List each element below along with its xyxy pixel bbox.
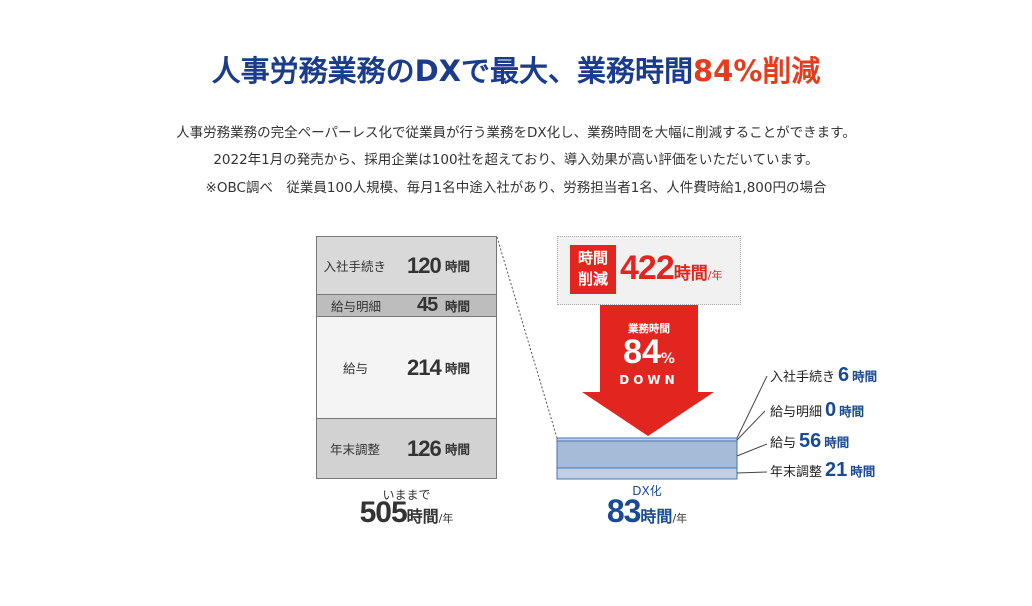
after-total: 83時間/年 — [557, 493, 737, 530]
item-value: 45 — [417, 294, 438, 316]
reduction-badge: 時間 削減 — [570, 245, 616, 294]
item-label: 給与 — [770, 436, 797, 451]
description-line-1: 人事労務業務の完全ペーパーレス化で従業員が行う業務をDX化し、業務時間を大幅に削… — [176, 125, 856, 141]
item-value: 56 — [799, 430, 822, 452]
after-item: 入社手続き 6 時間 — [770, 364, 877, 387]
arrow-percent: 84% — [600, 333, 698, 372]
item-unit: 時間 — [839, 404, 865, 419]
item-label: 給与明細 — [770, 405, 823, 420]
after-item: 給与 56 時間 — [770, 430, 849, 453]
item-unit: 時間 — [850, 464, 876, 479]
before-total-per: /年 — [438, 512, 454, 525]
item-label: 年末調整 — [770, 465, 823, 480]
item-value: 0 — [825, 399, 837, 421]
item-label: 給与 — [342, 361, 368, 376]
after-item: 給与明細 0 時間 — [770, 399, 864, 422]
description-note: ※OBC調べ 従業員100人規模、毎月1名中途入社があり、労務担当者1名、人件費… — [205, 180, 827, 196]
item-value: 21 — [825, 459, 848, 481]
before-item: 入社手続き 120 時間 — [317, 237, 496, 295]
reduction-box: 時間 削減 422時間/年 — [557, 236, 741, 305]
after-item: 年末調整 21 時間 — [770, 459, 875, 482]
item-unit: 時間 — [852, 369, 878, 384]
arrow-down-label: DOWN — [619, 373, 679, 387]
before-stack: 入社手続き 120 時間 給与明細 45 時間 給与 214 時間 年末調整 1… — [316, 236, 497, 479]
title-highlight: 84%削減 — [693, 54, 821, 88]
arrow-percent-sign: % — [660, 351, 675, 367]
arrow-label: 業務時間 — [628, 323, 670, 335]
before-item: 給与 214 時間 — [317, 317, 496, 419]
reduction-value-group: 422時間/年 — [620, 249, 722, 288]
before-item: 年末調整 126 時間 — [317, 419, 496, 478]
item-label: 年末調整 — [329, 442, 380, 457]
reduction-unit: 時間 — [673, 264, 708, 284]
leader-line — [736, 443, 768, 457]
item-unit: 時間 — [445, 299, 471, 314]
reduction-value: 422 — [620, 249, 675, 287]
arrow-percent-value: 84 — [623, 333, 661, 371]
item-value: 6 — [838, 364, 850, 386]
item-value: 120 — [407, 252, 442, 278]
item-unit: 時間 — [445, 361, 471, 376]
item-value: 126 — [407, 435, 442, 461]
after-total-unit: 時間 — [640, 507, 673, 526]
dotted-connector — [496, 236, 558, 439]
after-caption: DX化 — [632, 484, 662, 498]
before-total-value: 505 — [359, 496, 408, 529]
badge-line-2: 削減 — [577, 270, 608, 288]
item-label: 入社手続き — [323, 259, 386, 274]
before-item: 給与明細 45 時間 — [317, 294, 496, 317]
leader-line — [736, 375, 768, 439]
down-arrow-icon — [582, 305, 714, 436]
before-total: 505時間/年 — [316, 496, 497, 530]
reduction-per: /年 — [707, 269, 723, 282]
leader-line — [736, 471, 768, 474]
item-unit: 時間 — [824, 435, 850, 450]
badge-line-1: 時間 — [577, 249, 608, 267]
item-label: 給与明細 — [330, 299, 381, 314]
after-bar-kyuyo — [556, 440, 738, 469]
item-value: 214 — [407, 354, 442, 380]
description-line-2: 2022年1月の発売から、採用企業は100社を超えており、導入効果が高い評価をい… — [213, 152, 819, 168]
after-total-value: 83 — [606, 493, 642, 529]
item-unit: 時間 — [445, 259, 471, 274]
item-unit: 時間 — [445, 442, 471, 457]
item-label: 入社手続き — [770, 370, 836, 385]
before-caption: いままで — [382, 488, 431, 502]
leader-line — [736, 410, 766, 441]
title-main: 人事労務業務のDXで最大、業務時間 — [211, 54, 693, 88]
page-title: 人事労務業務のDXで最大、業務時間84%削減 — [0, 48, 1032, 90]
before-total-unit: 時間 — [406, 507, 439, 526]
after-total-per: /年 — [672, 512, 688, 525]
